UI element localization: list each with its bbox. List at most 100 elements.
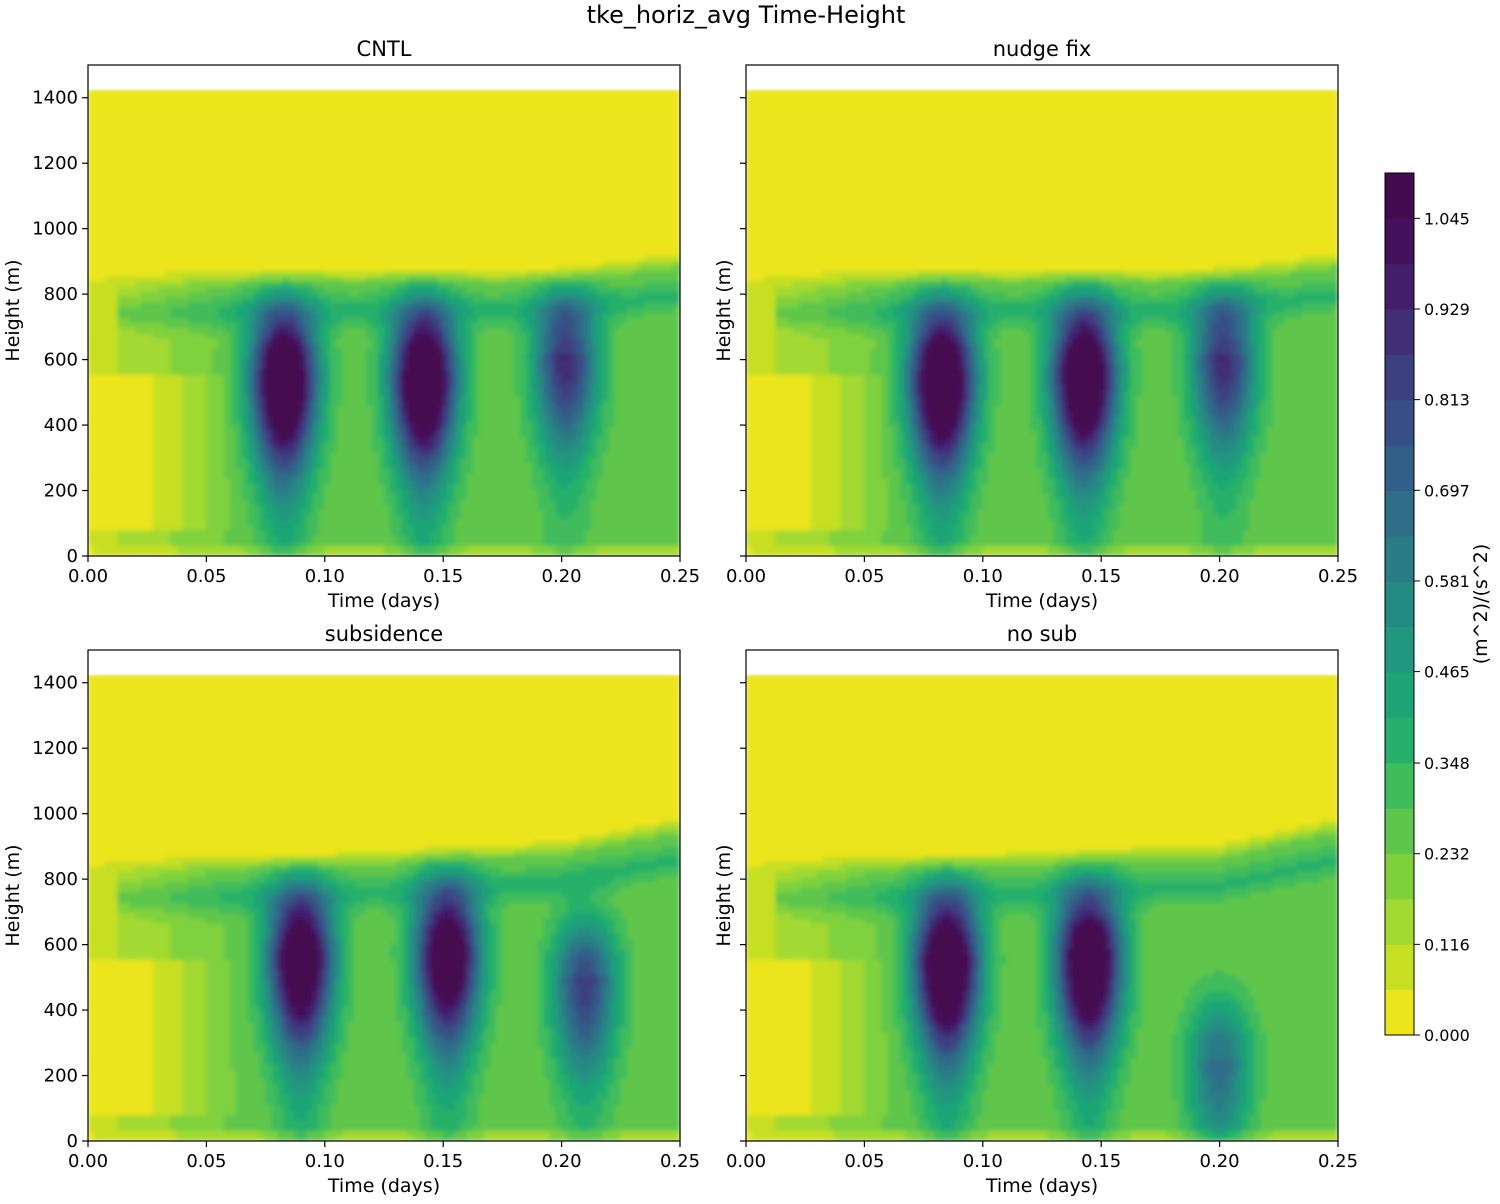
- heatmap-cell: [93, 265, 101, 272]
- heatmap-cell: [93, 540, 101, 546]
- heatmap-cell: [407, 125, 414, 132]
- heatmap-cell: [277, 358, 284, 365]
- heatmap-cell: [105, 275, 112, 282]
- heatmap-cell: [200, 161, 207, 168]
- heatmap-cell: [176, 369, 184, 375]
- heatmap-cell: [371, 270, 379, 277]
- heatmap-cell: [413, 540, 420, 546]
- heatmap-cell: [371, 498, 379, 505]
- heatmap-cell: [200, 109, 207, 116]
- heatmap-cell: [253, 89, 260, 96]
- heatmap-cell: [401, 208, 408, 215]
- heatmap-cell: [294, 296, 302, 303]
- heatmap-cell: [324, 327, 332, 334]
- heatmap-cell: [360, 218, 367, 225]
- heatmap-cell: [336, 203, 343, 210]
- heatmap-cell: [365, 135, 373, 142]
- heatmap-cell: [129, 255, 136, 261]
- heatmap-cell: [182, 540, 189, 546]
- heatmap-cell: [377, 99, 385, 106]
- heatmap-cell: [241, 467, 249, 474]
- heatmap-cell: [401, 203, 408, 210]
- heatmap-cell: [342, 182, 349, 189]
- heatmap-cell: [129, 441, 136, 448]
- heatmap-cell: [318, 545, 326, 552]
- heatmap-cell: [371, 104, 379, 111]
- heatmap-cell: [158, 146, 166, 153]
- heatmap-cell: [117, 327, 124, 334]
- heatmap-cell: [170, 446, 178, 453]
- heatmap-cell: [283, 166, 290, 173]
- heatmap-cell: [253, 275, 260, 282]
- heatmap-cell: [336, 109, 343, 116]
- heatmap-cell: [318, 244, 326, 251]
- heatmap-cell: [294, 410, 302, 417]
- heatmap-cell: [105, 172, 112, 178]
- heatmap-cell: [182, 275, 189, 282]
- heatmap-cell: [271, 312, 278, 318]
- heatmap-cell: [401, 384, 408, 391]
- heatmap-cell: [306, 472, 314, 479]
- heatmap-cell: [318, 239, 326, 246]
- heatmap-cell: [111, 343, 118, 349]
- heatmap-cell: [105, 410, 112, 417]
- heatmap-cell: [324, 151, 332, 158]
- heatmap-cell: [206, 384, 213, 391]
- heatmap-cell: [117, 410, 124, 417]
- heatmap-cell: [283, 540, 290, 546]
- heatmap-cell: [401, 260, 408, 267]
- heatmap-cell: [129, 234, 136, 241]
- heatmap-cell: [407, 405, 414, 412]
- heatmap-cell: [235, 488, 243, 495]
- heatmap-cell: [223, 400, 231, 406]
- heatmap-cell: [200, 545, 207, 552]
- heatmap-cell: [99, 338, 107, 344]
- heatmap-cell: [129, 431, 136, 438]
- heatmap-cell: [88, 436, 95, 443]
- heatmap-cell: [200, 244, 207, 251]
- heatmap-cell: [330, 509, 337, 515]
- heatmap-cell: [129, 120, 136, 127]
- heatmap-cell: [389, 545, 397, 552]
- heatmap-cell: [123, 125, 130, 132]
- heatmap-cell: [111, 317, 118, 324]
- heatmap-cell: [152, 115, 160, 121]
- heatmap-cell: [336, 452, 343, 458]
- heatmap-cell: [407, 332, 414, 339]
- heatmap-cell: [407, 441, 414, 448]
- heatmap-cell: [318, 141, 326, 147]
- heatmap-cell: [212, 172, 219, 178]
- heatmap-cell: [306, 187, 314, 194]
- heatmap-cell: [117, 550, 124, 556]
- heatmap-cell: [318, 519, 326, 526]
- heatmap-cell: [223, 493, 231, 500]
- heatmap-cell: [152, 317, 160, 324]
- heatmap-cell: [324, 550, 332, 556]
- heatmap-cell: [377, 151, 385, 158]
- heatmap-cell: [354, 120, 361, 127]
- heatmap-cell: [312, 374, 320, 381]
- heatmap-cell: [360, 166, 367, 173]
- heatmap-cell: [324, 229, 332, 235]
- heatmap-cell: [158, 224, 166, 230]
- heatmap-cell: [336, 291, 343, 298]
- heatmap-cell: [318, 550, 326, 556]
- heatmap-cell: [170, 369, 178, 375]
- heatmap-cell: [135, 509, 142, 515]
- heatmap-cell: [336, 534, 343, 541]
- heatmap-cell: [312, 545, 320, 552]
- heatmap-cell: [182, 239, 189, 246]
- heatmap-cell: [253, 172, 260, 178]
- heatmap-cell: [146, 534, 154, 541]
- heatmap-cell: [395, 296, 403, 303]
- heatmap-cell: [360, 348, 367, 355]
- heatmap-cell: [318, 369, 326, 375]
- heatmap-cell: [407, 519, 414, 526]
- heatmap-cell: [371, 477, 379, 484]
- heatmap-cell: [354, 265, 361, 272]
- heatmap-cell: [336, 156, 343, 163]
- heatmap-cell: [371, 332, 379, 339]
- heatmap-cell: [188, 125, 195, 132]
- heatmap-cell: [93, 120, 101, 127]
- heatmap-cell: [288, 519, 296, 526]
